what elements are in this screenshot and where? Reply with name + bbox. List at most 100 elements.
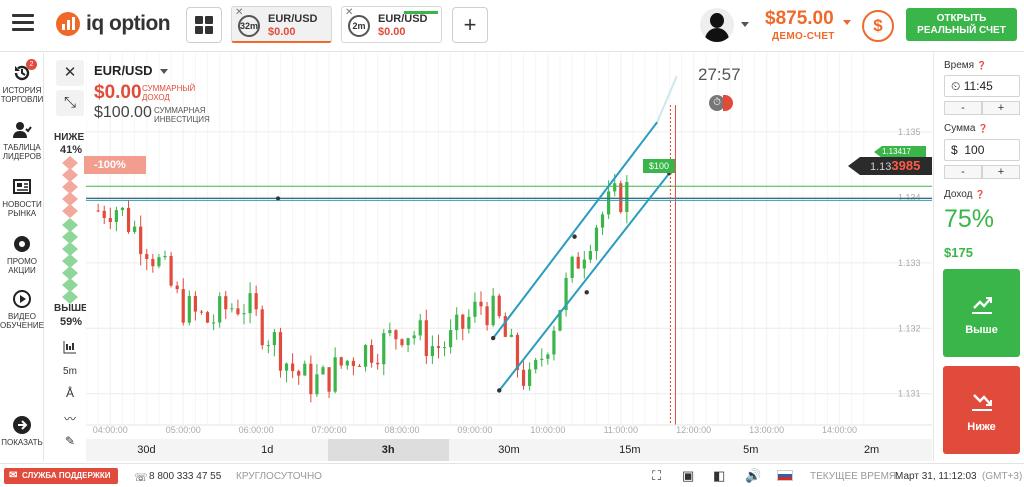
candle-body [145,254,149,259]
play-icon [12,289,32,309]
sidebar-item-show[interactable]: ПОКАЗАТЬ [0,415,44,447]
candle-body [455,314,459,331]
candle [485,301,489,331]
expiry-timer: 32m [238,15,260,37]
sidebar-item-leaderboard[interactable]: ТАБЛИЦА ЛИДЕРОВ [0,120,44,161]
pencil-icon[interactable]: ✎ [64,434,76,448]
candle [473,292,477,323]
candle-body [224,296,228,310]
candle-body [242,313,246,315]
asset-tab-1[interactable]: ✕ 32m EUR/USD $0.00 [231,6,332,43]
candle [509,328,513,338]
amount-increase-button[interactable]: + [982,165,1020,179]
period-15m[interactable]: 15m [619,444,641,456]
expiry-time-field[interactable]: ⏲ 11:45 [944,75,1020,97]
indicators-icon[interactable]: Å [65,386,74,400]
chart-canvas[interactable]: 04:00:00 05:00:00 06:00:00 07:00:00 08:00:00… [86,53,932,461]
mirror-icon[interactable]: ◧ [713,468,726,483]
timeframe-button[interactable]: 5m [63,366,77,377]
call-button[interactable]: Выше [943,269,1020,357]
candle-body [412,335,416,339]
time-decrease-button[interactable]: - [944,101,982,115]
period-2m[interactable]: 2m [863,444,880,456]
candle [625,175,629,224]
x-tick-label: 07:00:00 [312,425,347,435]
support-button[interactable]: ✉ СЛУЖБА ПОДДЕРЖКИ [4,468,118,484]
chevron-down-icon[interactable] [741,22,749,27]
mini-trend-icon [404,11,438,14]
payout-amount: $175 [944,245,973,260]
candle [412,330,416,345]
chevron-down-icon[interactable] [843,20,851,25]
chat-icon: ✉ [9,470,18,481]
candle [467,309,471,334]
period-30m[interactable]: 30m [498,444,520,456]
layout-icon[interactable]: ▣ [682,468,695,483]
amount-field[interactable]: $ 100 [944,139,1020,161]
candle-body [540,358,544,360]
candle [205,311,210,324]
candle-body [284,363,289,371]
chart-asset-selector[interactable]: EUR/USD [94,63,169,78]
asset-tab-2[interactable]: ✕ 2m EUR/USD $0.00 [341,6,442,43]
candle [303,360,307,376]
close-icon[interactable]: ✕ [56,60,84,86]
chart-type-icon[interactable] [56,340,84,357]
candle [394,329,398,350]
add-asset-button[interactable]: + [452,7,488,43]
period-30d[interactable]: 30d [137,444,156,456]
sidebar-item-label: ИСТОРИЯ ТОРГОВЛИ [0,86,44,104]
sidebar-item-news[interactable]: НОВОСТИ РЫНКА [0,177,44,218]
trend-anchor-point [497,388,502,393]
menu-icon[interactable] [12,14,34,32]
candle [436,334,441,359]
top-bar: iq option ✕ 32m EUR/USD $0.00 ✕ 2m EUR/U… [0,0,1024,52]
history-icon: 2 [12,59,37,83]
total-investment: $100.00 [94,104,152,121]
layout-grid-button[interactable] [186,7,222,43]
put-button[interactable]: Ниже [943,366,1020,454]
sidebar-item-history[interactable]: 2 ИСТОРИЯ ТОРГОВЛИ [0,59,44,104]
candle [430,335,434,365]
language-flag-icon[interactable] [777,470,793,481]
time-increase-button[interactable]: + [982,101,1020,115]
chart[interactable]: 04:00:00 05:00:00 06:00:00 07:00:00 08:00:00… [84,53,932,461]
candle [187,290,191,326]
sound-icon[interactable]: 🔊 [745,468,762,483]
candle [540,348,544,367]
candle [552,325,556,361]
sidebar-item-video[interactable]: ВИДЕО ОБУЧЕНИЕ [0,289,44,330]
candle [102,205,106,224]
candle [260,305,264,350]
collapse-icon[interactable]: ⤡ [56,90,84,116]
current-price-suffix: 3985 [891,158,921,173]
candle [418,314,422,341]
sidebar-item-promo[interactable]: ПРОМО АКЦИИ [0,234,44,275]
wave-icon[interactable]: 〰 [63,412,76,426]
period-3h[interactable]: 3h [327,439,449,461]
candle-body [534,359,538,370]
x-tick-label: 14:00:00 [822,425,857,435]
candle [588,244,592,263]
period-5m[interactable]: 5m [743,444,759,456]
candle [327,366,331,398]
avatar[interactable] [700,8,734,42]
sentiment-above-label: ВЫШЕ [54,303,88,314]
refill-balance-icon[interactable]: $ [862,10,894,42]
close-icon[interactable]: ✕ [345,7,354,18]
balance[interactable]: $875.00 [765,8,834,29]
candle-body [552,330,556,355]
period-1d[interactable]: 1d [261,444,274,456]
candle [546,352,550,365]
deal-amount-tag: $100 [643,159,675,173]
candle [315,364,319,397]
candle-body [236,308,240,315]
open-real-account-button[interactable]: ОТКРЫТЬ РЕАЛЬНЫЙ СЧЕТ [906,8,1017,41]
close-icon[interactable]: ✕ [235,7,244,18]
candle [594,224,599,260]
fullscreen-icon[interactable]: ⛶ [652,468,662,483]
candle-body [248,293,252,314]
trend-up-icon [943,295,1020,318]
support-phone: 8 800 333 47 55 [149,471,222,482]
amount-decrease-button[interactable]: - [944,165,982,179]
